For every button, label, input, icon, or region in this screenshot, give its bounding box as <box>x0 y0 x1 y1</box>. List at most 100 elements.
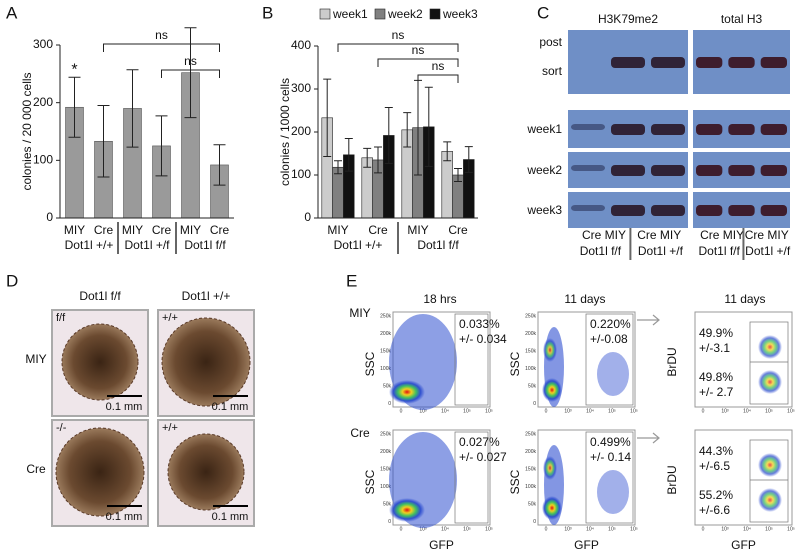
error-bar <box>126 69 139 148</box>
population <box>597 352 629 396</box>
axis-label: SSC <box>363 351 377 376</box>
blot-title: H3K79me2 <box>598 12 658 26</box>
panel-label: C <box>537 3 549 22</box>
gate-percent: 49.9% <box>699 326 733 340</box>
x-tick-label: MIY <box>64 223 85 237</box>
band <box>571 165 605 171</box>
timepoint: 11 days <box>724 292 765 306</box>
row-label: MIY <box>349 306 370 320</box>
band <box>760 124 787 135</box>
density <box>389 380 425 404</box>
group-label: Dot1l +/+ <box>65 238 114 252</box>
tick-label: 200k <box>380 449 391 455</box>
density <box>542 378 562 402</box>
row-label: post <box>539 35 562 49</box>
blot-title: total H3 <box>721 12 763 26</box>
row-label: week2 <box>526 163 562 177</box>
band <box>651 57 685 68</box>
tick-label: 50k <box>383 383 392 389</box>
y-tick-label: 200 <box>291 124 311 138</box>
gate-percent: 55.2% <box>699 488 733 502</box>
x-tick-label: MIY <box>122 223 143 237</box>
tick-label: 150k <box>380 466 391 472</box>
error-bar <box>424 86 433 167</box>
y-tick-label: 300 <box>291 81 311 95</box>
tick-label: 250k <box>380 313 391 319</box>
axis-label: BrDU <box>665 347 679 376</box>
axis-label: SSC <box>508 351 522 376</box>
tick-label: 10⁵ <box>485 408 493 414</box>
band <box>728 57 755 68</box>
tick-label: 50k <box>528 383 537 389</box>
x-tick-label: MIY <box>407 223 428 237</box>
lane-labels: Cre MIY <box>637 228 681 242</box>
group-label: Dot1l f/f <box>184 238 226 252</box>
panel-d: Dot1l f/f Dot1l +/+ MIY Cre f/f 0.1 mm +/+ 0.1 … <box>25 289 255 527</box>
tick-label: 150k <box>525 466 536 472</box>
significance: ns <box>392 28 405 42</box>
bracket <box>103 43 220 52</box>
tick-label: 0 <box>400 408 403 414</box>
y-tick-label: 100 <box>291 167 311 181</box>
genotype: Dot1l f/f <box>699 244 741 258</box>
bar <box>441 151 453 219</box>
tick-label: 0 <box>533 401 536 407</box>
group-label: Dot1l f/f <box>417 238 459 252</box>
gate <box>454 313 489 406</box>
tick-label: 10³ <box>564 526 572 532</box>
tick-label: 10³ <box>564 408 572 414</box>
timepoint: 18 hrs <box>423 292 456 306</box>
row-label: week3 <box>526 203 562 217</box>
band <box>571 124 605 130</box>
band <box>651 165 685 176</box>
legend-swatch <box>374 8 386 20</box>
significance: * <box>71 62 77 79</box>
error-bar <box>334 160 342 175</box>
density <box>758 453 782 477</box>
band <box>611 124 645 135</box>
gate-error: +/-6.6 <box>699 503 730 517</box>
tick-label: 10⁵ <box>485 526 493 532</box>
error-bar <box>464 146 473 173</box>
gate-percent: 44.3% <box>699 444 733 458</box>
scale-label: 0.1 mm <box>212 401 249 413</box>
significance: ns <box>412 43 425 57</box>
tick-label: 10⁵ <box>608 526 616 532</box>
tick-label: 10⁴ <box>743 408 751 414</box>
colony <box>167 433 245 511</box>
error-bar <box>363 147 372 168</box>
panel-label: A <box>6 3 18 22</box>
y-tick-label: 0 <box>304 210 311 224</box>
x-tick-label: Cre <box>368 223 388 237</box>
band <box>760 165 787 176</box>
tick-label: 10⁵ <box>765 408 773 414</box>
column-label: Dot1l f/f <box>79 289 121 303</box>
significance: ns <box>432 59 445 73</box>
axis-label: SSC <box>363 469 377 494</box>
tick-label: 250k <box>525 313 536 319</box>
error-bar <box>344 137 353 172</box>
bracket <box>377 58 459 67</box>
legend-swatch <box>319 8 331 20</box>
legend-swatch <box>429 8 441 20</box>
band <box>728 165 755 176</box>
population <box>597 470 629 514</box>
legend-label: week2 <box>387 7 423 21</box>
scale-label: 0.1 mm <box>212 511 249 523</box>
tick-label: 100k <box>380 484 391 490</box>
band <box>611 205 645 216</box>
error-bar <box>155 115 168 177</box>
error-bar <box>97 105 110 178</box>
tick-label: 50k <box>383 501 392 507</box>
colony <box>61 323 139 401</box>
tick-label: 10³ <box>721 526 729 532</box>
tick-label: 150k <box>380 348 391 354</box>
tick-label: 50k <box>528 501 537 507</box>
tick-label: 250k <box>525 431 536 437</box>
significance: ns <box>184 54 197 68</box>
gate <box>749 321 789 405</box>
group-label: Dot1l +/+ <box>334 238 383 252</box>
tick-label: 10⁵ <box>787 526 795 532</box>
gate <box>454 431 489 524</box>
